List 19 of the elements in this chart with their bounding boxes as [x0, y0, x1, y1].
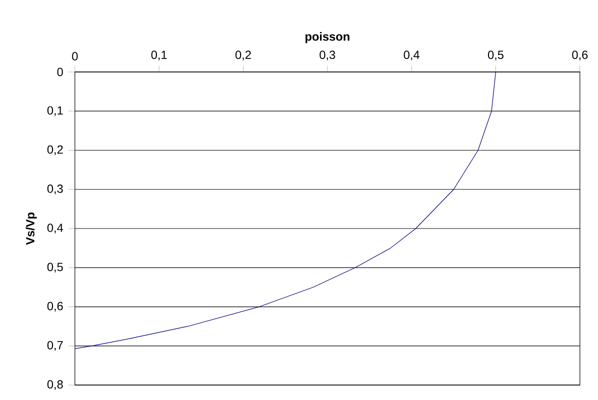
y-tick-label: 0,6	[47, 302, 63, 312]
y-tick-label: 0	[57, 68, 63, 76]
y-tick-label: 0,8	[47, 380, 63, 390]
x-tick-label: 0,2	[235, 50, 251, 60]
x-tick-label: 0	[72, 52, 78, 60]
y-tick-label: 0,5	[47, 262, 63, 272]
x-tick-label: 0,6	[572, 50, 588, 60]
x-tick-label: 0,5	[488, 50, 504, 60]
x-tick-label: 0,1	[151, 50, 167, 60]
y-tick-label: 0,7	[47, 340, 63, 351]
y-tick-label: 0,3	[47, 184, 63, 194]
y-axis-title: Vs/Vp	[26, 212, 37, 245]
line-series	[74, 72, 496, 349]
x-tick-label: 0,3	[320, 50, 336, 60]
x-tick-label: 0,4	[404, 50, 420, 60]
y-tick-label: 0,4	[47, 224, 64, 234]
y-tick-label: 0,1	[47, 106, 63, 116]
y-tick-label: 0,2	[47, 145, 63, 156]
x-axis-title: poisson	[306, 32, 350, 43]
